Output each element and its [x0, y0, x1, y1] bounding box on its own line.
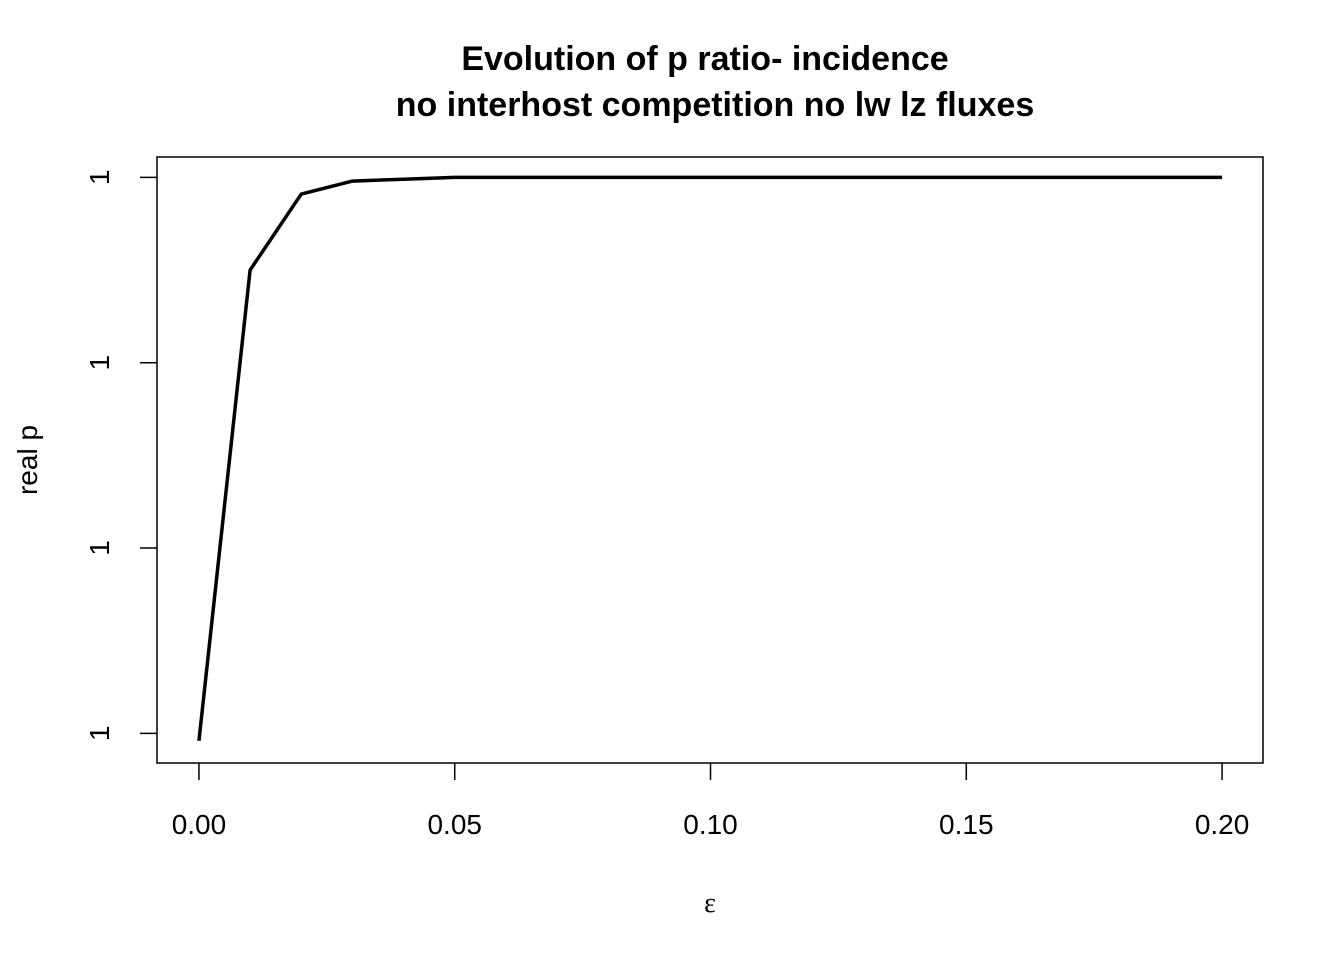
x-tick-label: 0.15 — [939, 809, 994, 840]
x-tick-label: 0.20 — [1195, 809, 1250, 840]
x-tick-label: 0.05 — [427, 809, 482, 840]
chart-subtitle: no interhost competition no lw lz fluxes — [396, 86, 1034, 124]
y-tick-label: 1 — [84, 355, 115, 371]
chart-title: Evolution of p ratio- incidence — [461, 40, 948, 78]
y-tick-label: 1 — [84, 170, 115, 186]
y-axis-label: real p — [12, 425, 43, 495]
y-tick-label: 1 — [84, 726, 115, 742]
y-tick-label: 1 — [84, 540, 115, 556]
x-tick-label: 0.00 — [172, 809, 227, 840]
x-tick-label: 0.10 — [683, 809, 738, 840]
x-axis-label: ε — [704, 888, 716, 919]
line — [197, 175, 1223, 741]
